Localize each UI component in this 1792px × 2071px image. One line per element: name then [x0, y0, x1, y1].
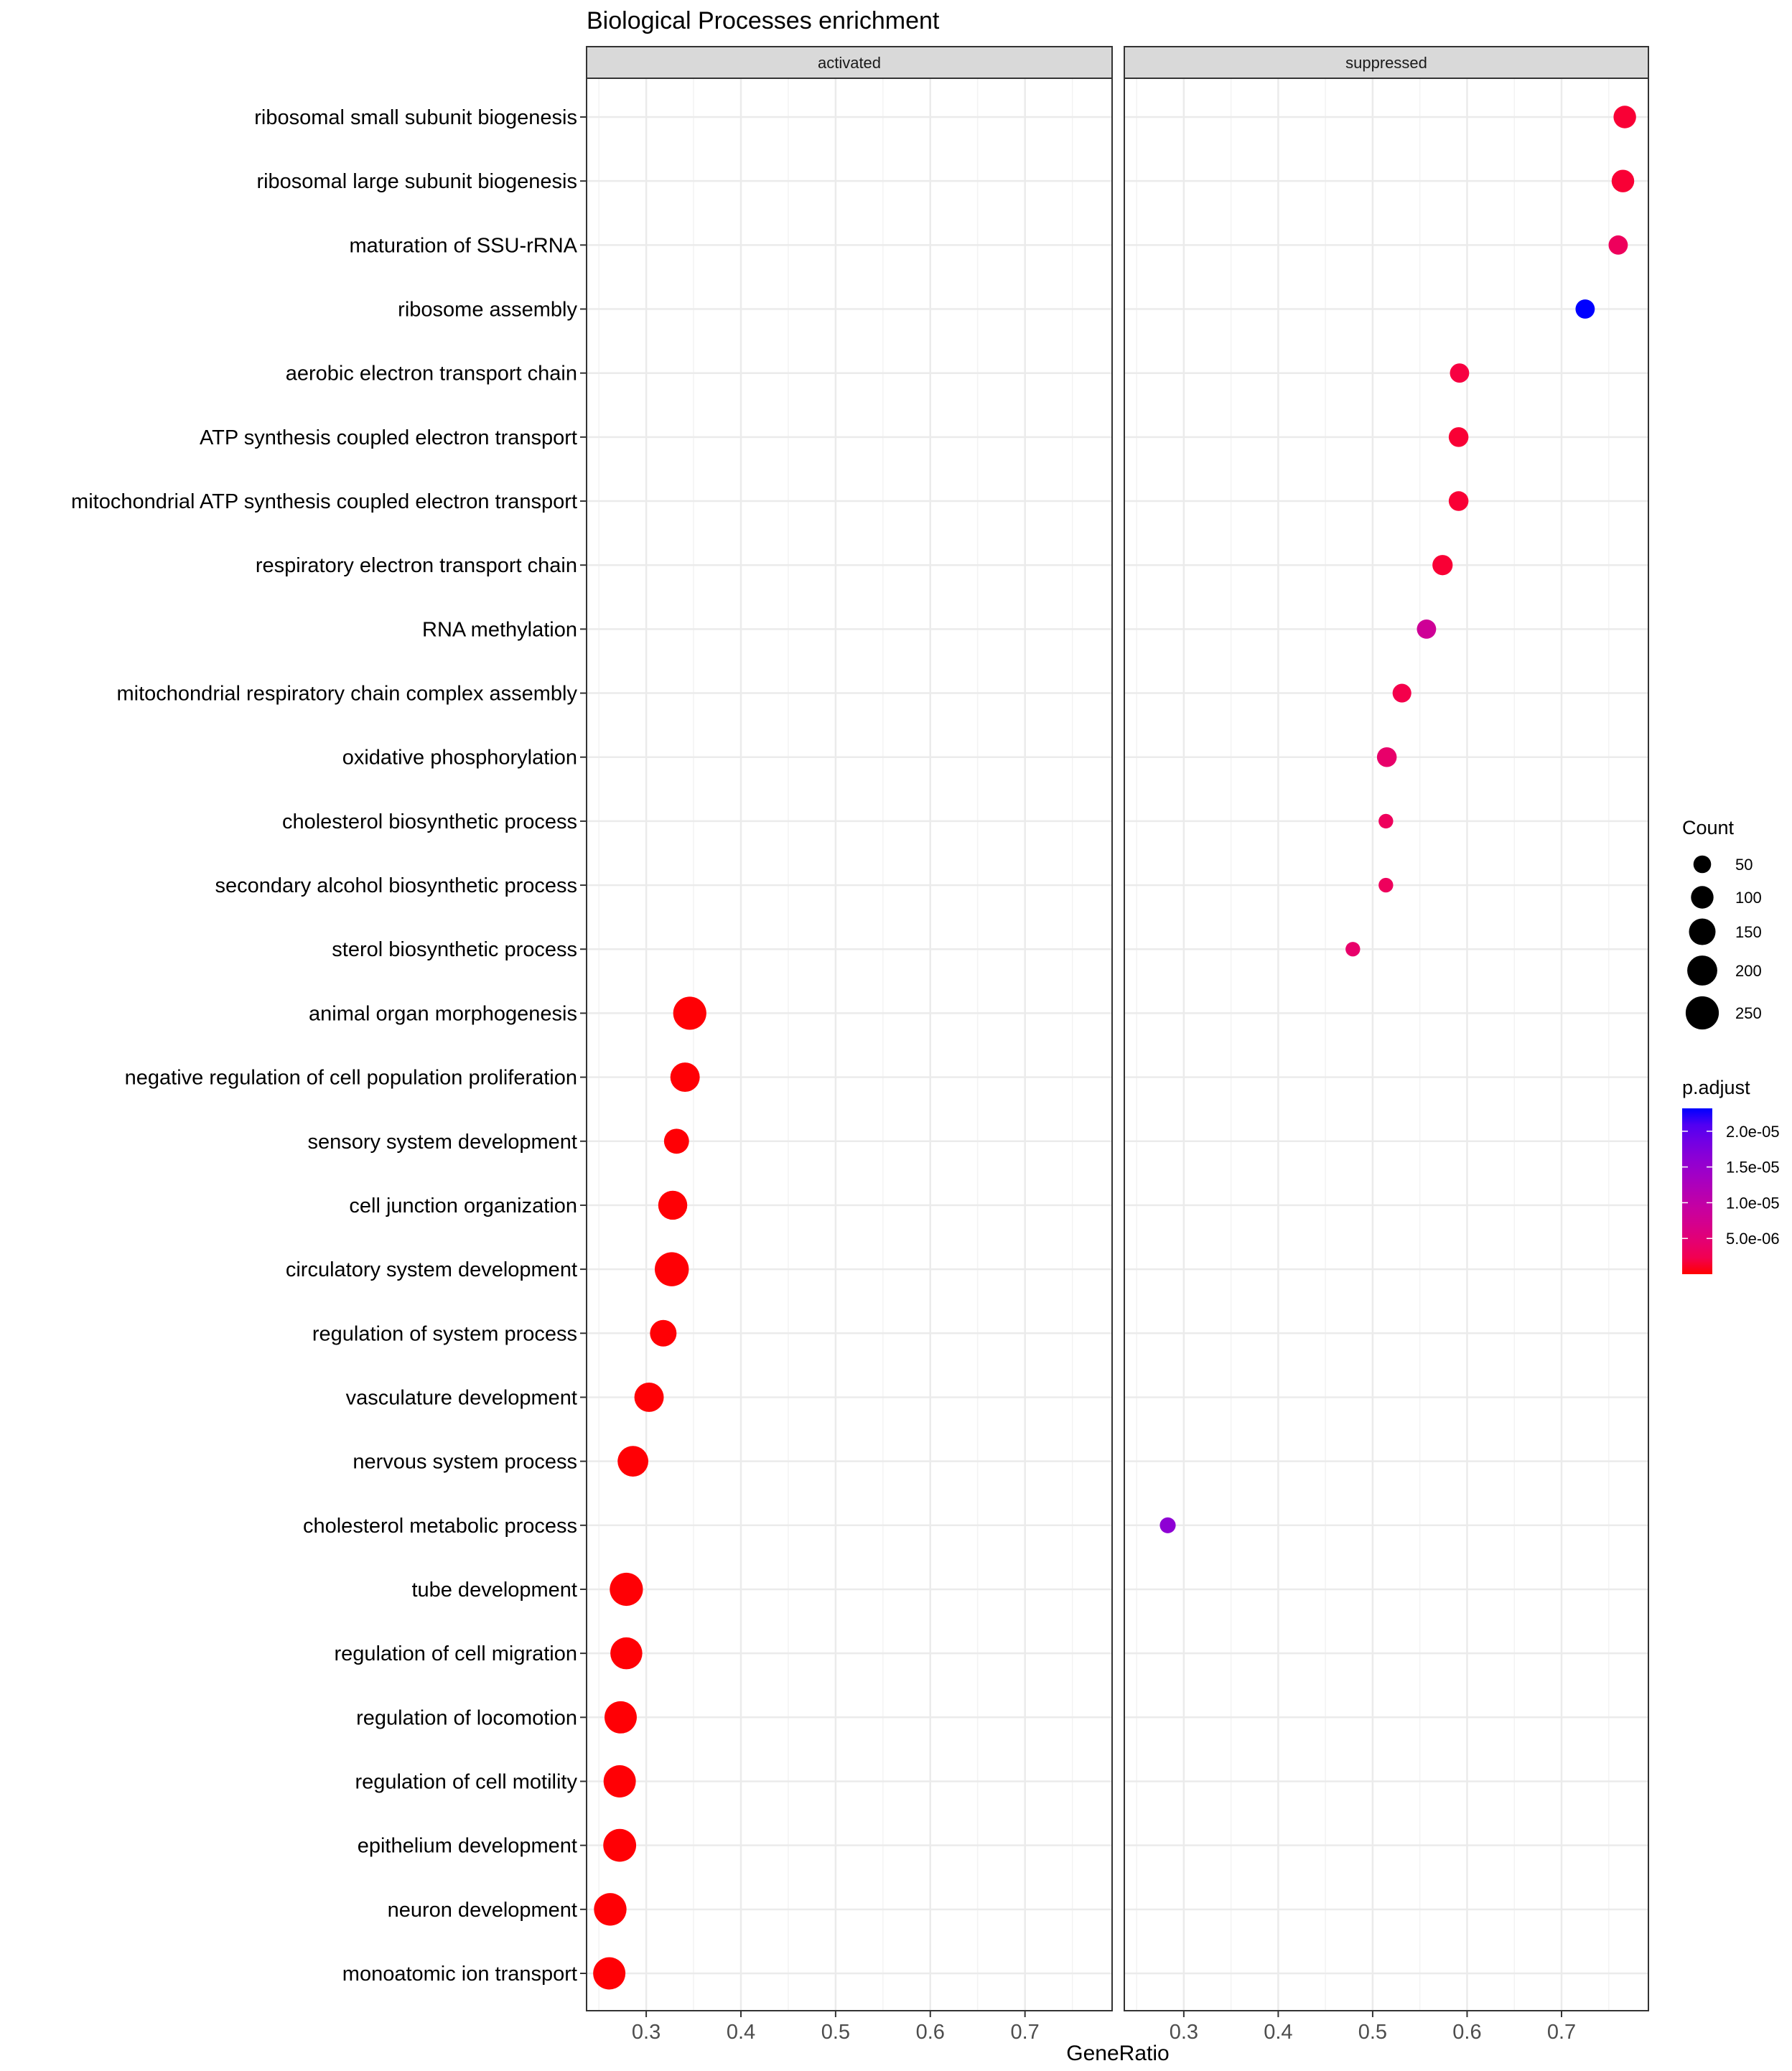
y-tick-label: sterol biosynthetic process: [332, 938, 577, 961]
x-tick-label: 0.4: [727, 2021, 755, 2044]
panel-background: [1124, 78, 1648, 2011]
facet-strip: [1124, 46, 1649, 79]
data-point: [1448, 491, 1469, 511]
x-tick-label: 0.6: [916, 2021, 945, 2044]
data-point: [605, 1701, 637, 1734]
x-tick-label: 0.5: [821, 2021, 850, 2044]
data-point: [1378, 813, 1394, 829]
color-legend-label: 1.5e-05: [1726, 1159, 1780, 1177]
data-point: [663, 1128, 689, 1154]
y-tick-label: aerobic electron transport chain: [286, 363, 577, 385]
y-tick-label: vasculature development: [346, 1386, 577, 1409]
data-point: [1611, 169, 1635, 192]
size-legend-key: [1685, 996, 1719, 1030]
y-tick-label: oxidative phosphorylation: [342, 747, 577, 770]
y-tick-label: RNA methylation: [422, 618, 577, 641]
x-tick-label: 0.7: [1010, 2021, 1039, 2044]
color-legend-label: 1.0e-05: [1726, 1194, 1780, 1212]
y-tick-label: animal organ morphogenesis: [309, 1002, 577, 1025]
data-point: [594, 1893, 627, 1926]
y-tick-label: regulation of cell motility: [355, 1770, 578, 1793]
y-tick-label: secondary alcohol biosynthetic process: [215, 874, 577, 897]
data-point: [1608, 235, 1628, 255]
y-tick-label: negative regulation of cell population p…: [125, 1067, 577, 1090]
y-tick-label: regulation of system process: [312, 1322, 577, 1345]
data-point: [603, 1828, 637, 1862]
data-point: [650, 1319, 677, 1347]
y-tick-label: cholesterol biosynthetic process: [282, 810, 577, 833]
data-point: [1159, 1517, 1176, 1533]
facet-label-suppressed: suppressed: [1345, 54, 1427, 72]
x-axis-label: GeneRatio: [1066, 2042, 1169, 2065]
data-point: [1448, 427, 1469, 447]
y-tick-label: regulation of cell migration: [334, 1642, 577, 1665]
y-tick-label: cholesterol metabolic process: [303, 1515, 577, 1538]
data-point: [593, 1957, 626, 1990]
data-point: [1392, 683, 1411, 703]
y-tick-label: neuron development: [388, 1899, 577, 1922]
y-tick-label: mitochondrial respiratory chain complex …: [117, 683, 578, 706]
data-point: [1376, 747, 1397, 767]
size-legend-label: 50: [1735, 856, 1753, 874]
x-tick-label: 0.4: [1264, 2021, 1292, 2044]
data-point: [1345, 942, 1361, 957]
data-point: [610, 1572, 643, 1607]
y-tick-label: ATP synthesis coupled electron transport: [200, 426, 577, 449]
size-legend-label: 100: [1735, 889, 1762, 907]
panel-background: [587, 78, 1112, 2011]
y-tick-label: nervous system process: [353, 1451, 577, 1474]
data-point: [603, 1765, 636, 1797]
size-legend-label: 200: [1735, 962, 1762, 980]
data-point: [1613, 106, 1636, 128]
y-tick-label: circulatory system development: [286, 1258, 577, 1281]
color-legend-bar: [1682, 1108, 1712, 1274]
data-point: [1450, 363, 1470, 383]
data-point: [617, 1446, 649, 1477]
x-tick-label: 0.3: [632, 2021, 661, 2044]
size-legend-title: Count: [1682, 817, 1735, 838]
color-legend-title: p.adjust: [1682, 1077, 1750, 1098]
size-legend-key: [1691, 886, 1714, 909]
y-tick-label: epithelium development: [358, 1835, 577, 1858]
facet-strip: [586, 46, 1113, 79]
color-legend-label: 2.0e-05: [1726, 1123, 1780, 1141]
y-tick-label: monoatomic ion transport: [342, 1963, 577, 1986]
y-tick-label: tube development: [411, 1579, 577, 1602]
size-legend-key: [1693, 855, 1712, 874]
y-tick-label: ribosomal large subunit biogenesis: [256, 170, 577, 193]
data-point: [634, 1382, 664, 1412]
data-point: [1432, 555, 1453, 576]
x-tick-label: 0.5: [1358, 2021, 1387, 2044]
size-legend-label: 150: [1735, 923, 1762, 941]
y-tick-label: ribosomal small subunit biogenesis: [254, 106, 577, 129]
color-legend-label: 5.0e-06: [1726, 1230, 1780, 1248]
data-point: [658, 1190, 688, 1220]
facet-label-activated: activated: [818, 54, 881, 72]
data-point: [1378, 877, 1394, 893]
data-point: [610, 1637, 643, 1670]
data-point: [1575, 299, 1595, 319]
data-point: [673, 996, 706, 1030]
y-tick-label: cell junction organization: [349, 1195, 577, 1217]
size-legend-label: 250: [1735, 1004, 1762, 1022]
data-point: [654, 1252, 689, 1286]
y-tick-label: regulation of locomotion: [356, 1706, 577, 1729]
x-tick-label: 0.3: [1170, 2021, 1198, 2044]
x-tick-label: 0.6: [1452, 2021, 1481, 2044]
y-tick-label: sensory system development: [307, 1131, 577, 1154]
size-legend-key: [1687, 955, 1717, 986]
chart-title: Biological Processes enrichment: [587, 7, 940, 34]
y-tick-label: mitochondrial ATP synthesis coupled elec…: [71, 490, 577, 513]
data-point: [1417, 619, 1437, 639]
y-tick-label: respiratory electron transport chain: [256, 554, 577, 577]
x-tick-label: 0.7: [1547, 2021, 1576, 2044]
y-tick-label: ribosome assembly: [398, 299, 577, 322]
data-point: [670, 1062, 700, 1093]
size-legend-key: [1689, 918, 1716, 945]
y-tick-label: maturation of SSU-rRNA: [350, 234, 578, 257]
